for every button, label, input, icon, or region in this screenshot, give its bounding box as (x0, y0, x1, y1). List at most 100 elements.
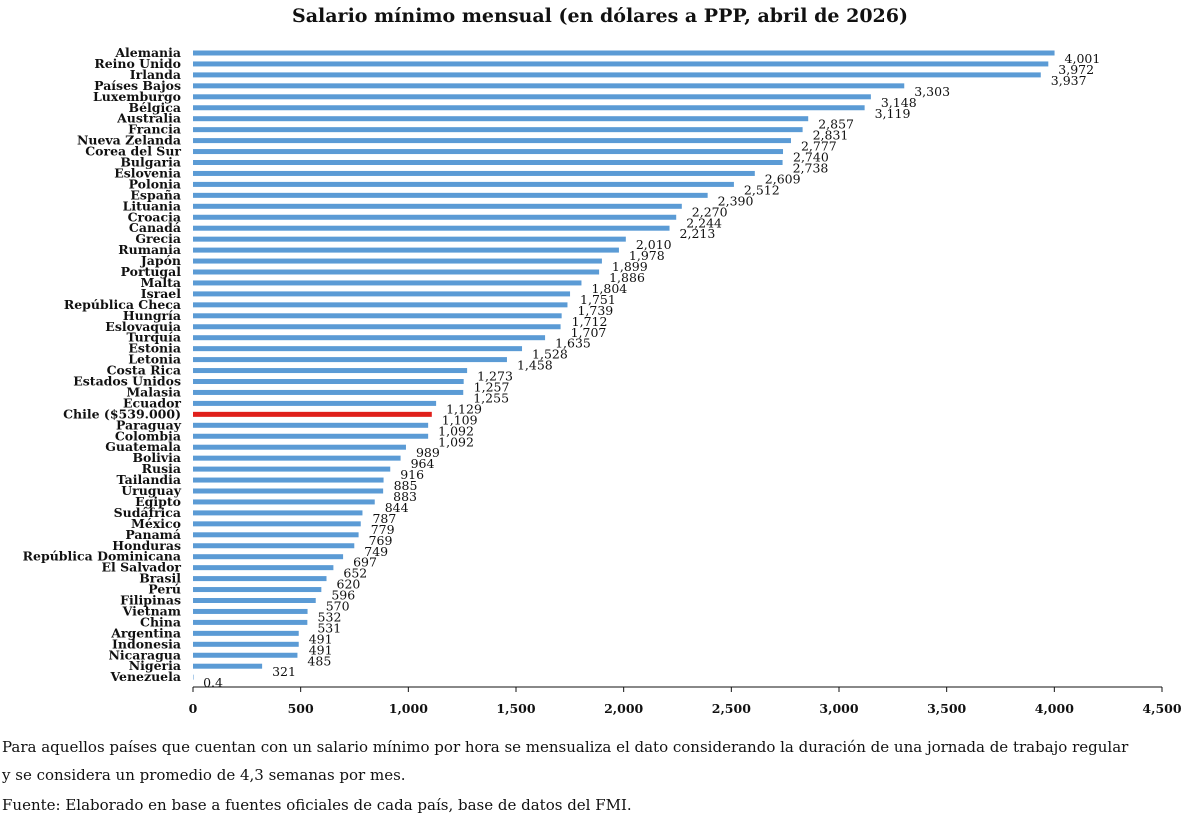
bar (193, 663, 263, 669)
value-label: 3,119 (875, 106, 911, 121)
value-label: 964 (411, 456, 435, 471)
bar (193, 532, 359, 538)
value-label: 1,712 (572, 314, 608, 329)
value-label: 1,978 (629, 248, 665, 263)
x-tick-label: 2,000 (604, 701, 643, 716)
value-label: 2,831 (813, 128, 849, 143)
bars-layer: Alemania 4,001 Reino Unido 3,972 Irlanda 3,93… (23, 45, 1101, 690)
x-tick-label: 4,500 (1142, 701, 1181, 716)
value-label: 1,751 (580, 292, 616, 307)
bar (193, 302, 568, 308)
value-label: 1,109 (442, 412, 478, 427)
bar (193, 170, 755, 176)
category-label: Corea del Sur (85, 144, 181, 159)
category-label: Bulgaria (120, 155, 181, 170)
category-label: El Salvador (101, 560, 181, 575)
bar (193, 269, 600, 275)
category-label: España (130, 187, 181, 202)
value-label: 596 (331, 588, 355, 603)
bar (193, 247, 619, 253)
bar (193, 379, 464, 384)
value-label: 1,899 (612, 259, 648, 274)
category-label: Reino Unido (94, 56, 181, 71)
category-label: Eslovaquia (105, 319, 181, 334)
bar (193, 160, 783, 165)
bar (193, 455, 401, 461)
bar (193, 149, 784, 155)
value-label: 532 (318, 609, 342, 624)
category-label: República Checa (64, 297, 181, 312)
value-label: 2,270 (692, 204, 728, 219)
bar (193, 598, 316, 603)
value-label: 3,148 (881, 95, 917, 110)
value-label: 749 (364, 544, 388, 559)
bar (193, 400, 437, 406)
bar (193, 105, 865, 111)
category-label: Egipto (135, 494, 181, 509)
bar (193, 116, 809, 122)
value-label: 2,512 (744, 182, 780, 197)
bar (193, 203, 682, 209)
category-label: Bolivia (132, 450, 181, 465)
value-label: 883 (393, 489, 417, 504)
category-label: Honduras (112, 538, 181, 553)
value-label: 570 (326, 599, 350, 614)
category-label: Filipinas (120, 593, 181, 608)
bar (193, 389, 464, 395)
bar (193, 477, 384, 483)
value-label: 2,857 (818, 117, 854, 132)
category-label: México (131, 516, 181, 531)
category-label: Luxemburgo (93, 89, 181, 104)
x-tick-label: 3,000 (819, 701, 858, 716)
bar (193, 225, 670, 231)
category-label: Paraguay (116, 417, 182, 432)
bar (193, 61, 1049, 67)
value-label: 491 (309, 642, 333, 657)
bar (193, 608, 308, 614)
category-label: Portugal (121, 264, 182, 279)
bar (193, 192, 708, 198)
category-label: Croacia (128, 209, 181, 224)
category-label: Nigeria (129, 658, 181, 673)
bar (193, 94, 871, 100)
value-label: 1,739 (577, 303, 613, 318)
value-label: 2,738 (793, 161, 829, 176)
value-label: 1,458 (517, 358, 553, 373)
bar (193, 236, 626, 242)
category-label: Malasia (126, 384, 181, 399)
bar (193, 72, 1041, 78)
category-label: Lituania (123, 198, 181, 213)
category-label: Costa Rica (107, 363, 181, 378)
value-label: 2,740 (793, 150, 829, 165)
category-label: Rusia (142, 461, 181, 476)
bar (193, 368, 468, 374)
value-label: 1,528 (532, 347, 568, 362)
bar (193, 258, 602, 264)
bar (193, 488, 384, 494)
value-label: 1,257 (474, 380, 510, 395)
bar (193, 335, 546, 341)
footnote-line-2: y se considera un promedio de 4,3 semana… (2, 766, 406, 784)
category-label: Perú (148, 582, 181, 597)
category-label: Grecia (135, 231, 181, 246)
category-label: Irlanda (130, 67, 181, 82)
value-label: 1,129 (446, 401, 482, 416)
category-label: Hungría (123, 308, 181, 323)
category-label: Ecuador (123, 395, 181, 410)
value-label: 1,273 (477, 369, 513, 384)
value-label: 2,777 (801, 139, 837, 154)
bar (193, 181, 734, 187)
category-label: Uruguay (121, 483, 182, 498)
value-label: 885 (394, 478, 418, 493)
category-label: Australia (116, 111, 181, 126)
category-label: Nueva Zelanda (77, 133, 181, 148)
category-label: Colombia (115, 428, 181, 443)
category-label: Vietnam (122, 603, 181, 618)
value-label: 0.4 (203, 675, 223, 690)
category-label: Bélgica (129, 100, 181, 115)
bar (193, 433, 429, 439)
value-label: 3,972 (1058, 62, 1094, 77)
chart-title: Salario mínimo mensual (en dólares a PPP… (292, 5, 908, 27)
x-tick-label: 1,000 (389, 701, 428, 716)
value-label: 697 (353, 555, 377, 570)
